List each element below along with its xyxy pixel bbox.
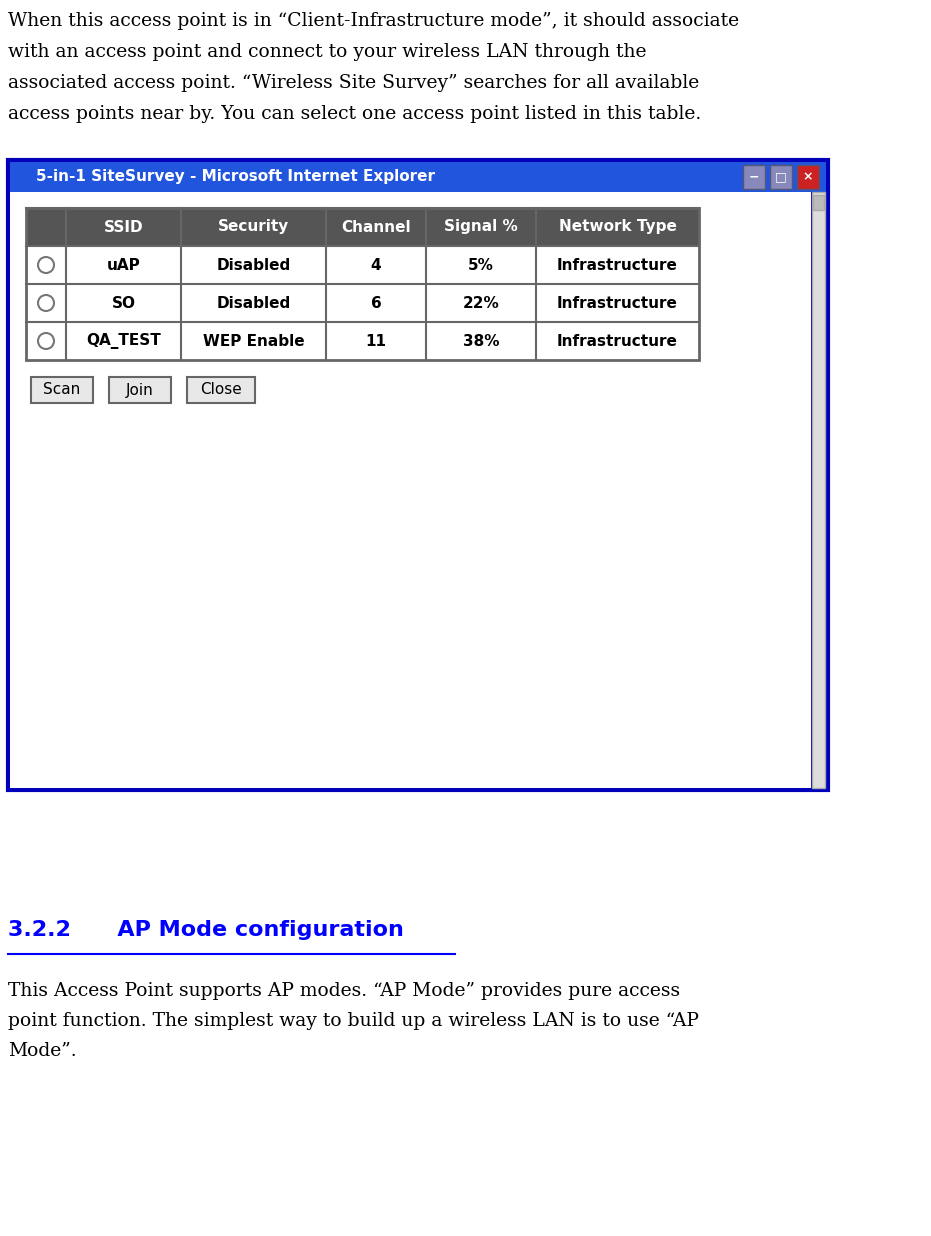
- Text: 5%: 5%: [468, 257, 494, 272]
- Text: SSID: SSID: [103, 220, 143, 235]
- FancyBboxPatch shape: [31, 377, 93, 403]
- FancyBboxPatch shape: [187, 377, 255, 403]
- FancyBboxPatch shape: [10, 192, 811, 789]
- Text: 3.2.2      AP Mode configuration: 3.2.2 AP Mode configuration: [8, 920, 404, 941]
- Text: Disabled: Disabled: [216, 257, 290, 272]
- Text: Network Type: Network Type: [559, 220, 677, 235]
- Text: uAP: uAP: [107, 257, 141, 272]
- FancyBboxPatch shape: [813, 195, 824, 210]
- Text: 5-in-1 SiteSurvey - Microsoft Internet Explorer: 5-in-1 SiteSurvey - Microsoft Internet E…: [36, 169, 435, 184]
- FancyBboxPatch shape: [109, 377, 171, 403]
- Text: Scan: Scan: [44, 382, 81, 398]
- Text: Close: Close: [200, 382, 242, 398]
- FancyBboxPatch shape: [26, 246, 699, 284]
- Text: Channel: Channel: [341, 220, 411, 235]
- FancyBboxPatch shape: [8, 159, 828, 790]
- FancyBboxPatch shape: [797, 164, 819, 189]
- Text: Infrastructure: Infrastructure: [557, 295, 678, 310]
- Circle shape: [38, 257, 54, 273]
- Text: 6: 6: [371, 295, 382, 310]
- Text: SO: SO: [112, 295, 136, 310]
- Text: This Access Point supports AP modes. “AP Mode” provides pure access: This Access Point supports AP modes. “AP…: [8, 981, 681, 1000]
- FancyBboxPatch shape: [26, 323, 699, 360]
- Text: point function. The simplest way to build up a wireless LAN is to use “AP: point function. The simplest way to buil…: [8, 1012, 699, 1030]
- Text: Infrastructure: Infrastructure: [557, 257, 678, 272]
- FancyBboxPatch shape: [10, 162, 826, 192]
- Text: Security: Security: [218, 220, 290, 235]
- Text: with an access point and connect to your wireless LAN through the: with an access point and connect to your…: [8, 43, 646, 61]
- Text: Mode”.: Mode”.: [8, 1042, 76, 1060]
- Text: When this access point is in “Client-Infrastructure mode”, it should associate: When this access point is in “Client-Inf…: [8, 12, 739, 30]
- Text: Join: Join: [126, 382, 154, 398]
- Text: 11: 11: [366, 334, 386, 349]
- Text: associated access point. “Wireless Site Survey” searches for all available: associated access point. “Wireless Site …: [8, 74, 699, 91]
- Text: access points near by. You can select one access point listed in this table.: access points near by. You can select on…: [8, 105, 701, 124]
- Text: 22%: 22%: [463, 295, 499, 310]
- FancyBboxPatch shape: [26, 284, 699, 323]
- FancyBboxPatch shape: [26, 208, 699, 246]
- FancyBboxPatch shape: [770, 164, 792, 189]
- Text: QA_TEST: QA_TEST: [87, 332, 161, 349]
- Text: −: −: [749, 171, 760, 183]
- Text: Signal %: Signal %: [444, 220, 518, 235]
- Text: Infrastructure: Infrastructure: [557, 334, 678, 349]
- FancyBboxPatch shape: [743, 164, 765, 189]
- Text: 38%: 38%: [463, 334, 499, 349]
- Text: WEP Enable: WEP Enable: [203, 334, 304, 349]
- Text: □: □: [776, 171, 787, 183]
- Text: ×: ×: [803, 171, 814, 183]
- Text: Disabled: Disabled: [216, 295, 290, 310]
- Circle shape: [38, 295, 54, 311]
- Text: 4: 4: [371, 257, 382, 272]
- FancyBboxPatch shape: [812, 192, 825, 789]
- Circle shape: [38, 332, 54, 349]
